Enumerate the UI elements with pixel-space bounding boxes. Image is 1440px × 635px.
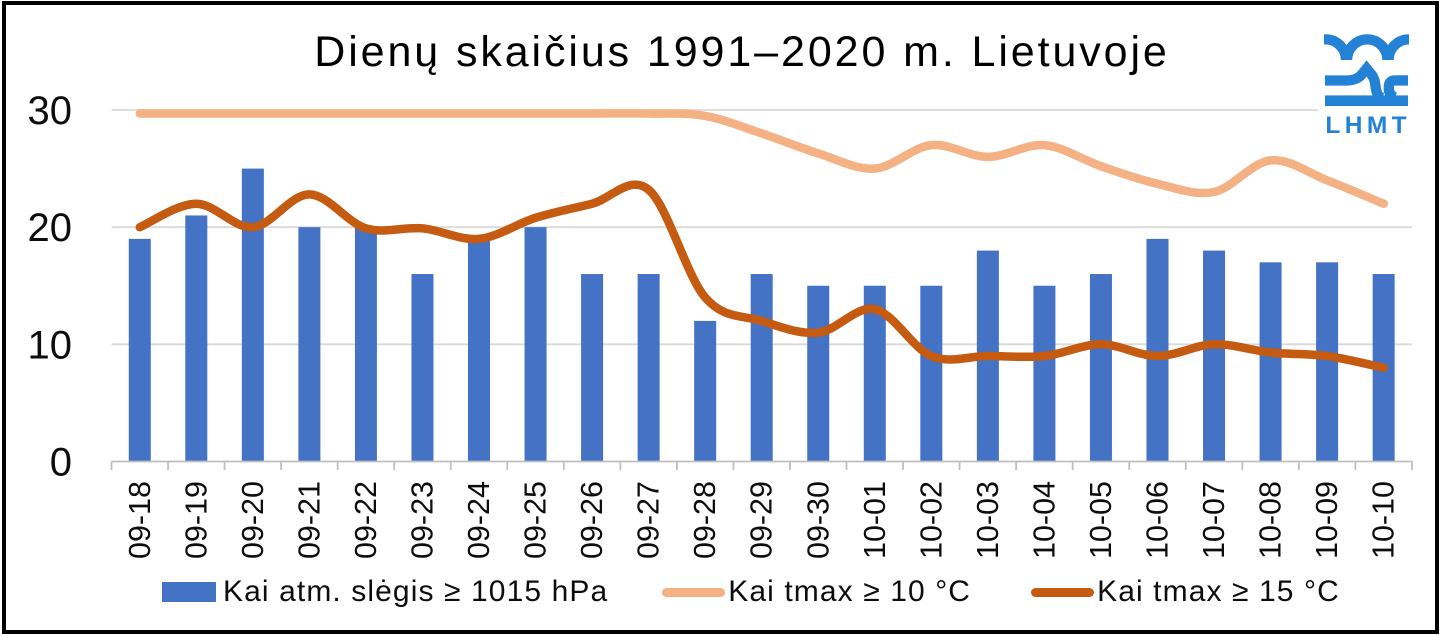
y-tick-label-20: 20 xyxy=(28,206,73,250)
bar-10-07 xyxy=(1203,250,1226,462)
legend-label-2: Kai tmax ≥ 15 °C xyxy=(1097,575,1340,608)
legend-swatch-line-1 xyxy=(662,587,726,597)
bar-09-29 xyxy=(750,274,773,462)
legend-label-1: Kai tmax ≥ 10 °C xyxy=(728,575,972,608)
logo-wave-peak xyxy=(1324,60,1384,103)
legend-swatch-bar-0 xyxy=(162,582,216,602)
bar-10-02 xyxy=(920,285,943,462)
logo-right-arch xyxy=(1382,34,1409,61)
bar-09-23 xyxy=(411,274,434,462)
x-tick-label-09-24: 09-24 xyxy=(462,481,496,559)
legend-swatch-line-2 xyxy=(1031,587,1095,597)
x-tick-label-09-19: 09-19 xyxy=(179,481,213,559)
logo-left-arch xyxy=(1323,34,1351,61)
lhmt-logo-text: LHMT xyxy=(1325,112,1412,139)
x-tick-label-09-28: 09-28 xyxy=(688,481,722,559)
x-tick-label-09-20: 09-20 xyxy=(236,481,270,559)
bar-09-19 xyxy=(185,215,208,462)
logo-bottom-band xyxy=(1324,95,1408,106)
x-tick-label-09-18: 09-18 xyxy=(123,481,157,559)
bar-10-04 xyxy=(1033,285,1056,462)
x-tick-label-10-01: 10-01 xyxy=(858,481,892,559)
chart-legend: Kai atm. slėgis ≥ 1015 hPa Kai tmax ≥ 10 … xyxy=(162,577,1340,607)
x-tick-label-09-26: 09-26 xyxy=(575,481,609,559)
lhmt-logo-mark xyxy=(1323,34,1409,106)
legend-label-0: Kai atm. slėgis ≥ 1015 hPa xyxy=(223,575,609,608)
x-tick-label-10-04: 10-04 xyxy=(1027,481,1061,559)
x-tick-label-10-08: 10-08 xyxy=(1254,481,1288,559)
x-tick-label-09-30: 09-30 xyxy=(801,481,835,559)
x-tick-label-10-09: 10-09 xyxy=(1310,481,1344,559)
x-tick-label-10-02: 10-02 xyxy=(914,481,948,559)
x-tick-label-09-25: 09-25 xyxy=(519,481,553,559)
bar-10-09 xyxy=(1316,262,1339,462)
x-tick-label-09-23: 09-23 xyxy=(405,481,439,559)
bar-09-24 xyxy=(468,238,491,462)
legend-item-0: Kai atm. slėgis ≥ 1015 hPa xyxy=(162,577,608,607)
bar-10-01 xyxy=(863,285,886,462)
y-tick-label-30: 30 xyxy=(28,89,73,133)
logo-center-arch xyxy=(1341,34,1393,61)
bar-09-25 xyxy=(524,227,547,462)
chart-title: Dienų skaičius 1991–2020 m. Lietuvoje xyxy=(314,28,1170,76)
x-tick-label-10-07: 10-07 xyxy=(1197,481,1231,559)
x-tick-label-10-06: 10-06 xyxy=(1140,481,1174,559)
x-tick-label-09-27: 09-27 xyxy=(632,481,666,559)
bar-10-06 xyxy=(1146,238,1169,462)
bar-09-27 xyxy=(637,274,660,462)
x-tick-label-09-21: 09-21 xyxy=(292,481,326,559)
bar-09-30 xyxy=(807,285,830,462)
x-tick-label-10-10: 10-10 xyxy=(1367,481,1401,559)
x-tick-label-10-03: 10-03 xyxy=(971,481,1005,559)
y-tick-label-0: 0 xyxy=(50,441,72,485)
bar-09-18 xyxy=(128,238,151,462)
logo-mid-band-right-curl xyxy=(1383,75,1408,103)
bar-09-22 xyxy=(354,227,377,462)
y-tick-label-10: 10 xyxy=(28,323,73,367)
legend-item-2: Kai tmax ≥ 15 °C xyxy=(1031,577,1340,607)
x-tick-label-09-29: 09-29 xyxy=(745,481,779,559)
bar-09-26 xyxy=(581,274,604,462)
line-series-0 xyxy=(135,109,1388,208)
x-tick-label-09-22: 09-22 xyxy=(349,481,383,559)
bar-09-28 xyxy=(694,320,717,462)
bar-09-21 xyxy=(298,227,321,462)
bar-10-08 xyxy=(1259,262,1282,462)
x-tick-label-10-05: 10-05 xyxy=(1084,481,1118,559)
bar-10-05 xyxy=(1089,274,1112,462)
line-series-1 xyxy=(135,180,1388,373)
lhmt-logo: LHMT xyxy=(1318,30,1414,141)
legend-item-1: Kai tmax ≥ 10 °C xyxy=(662,577,971,607)
bar-09-20 xyxy=(241,168,264,462)
